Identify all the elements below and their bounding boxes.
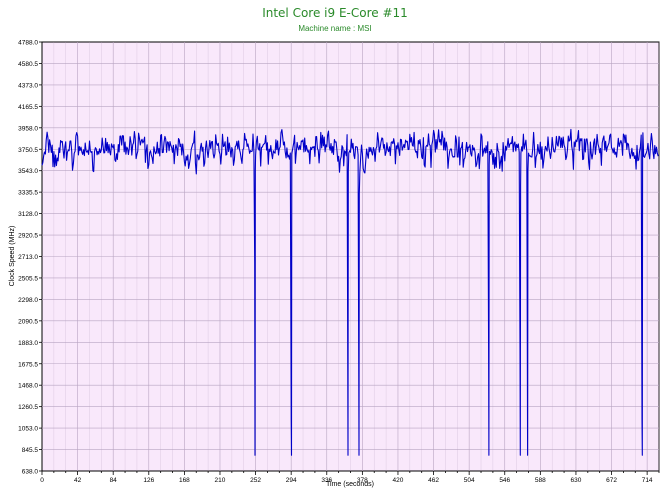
y-tick-label: 1260.5: [18, 404, 38, 411]
x-tick-label: 672: [606, 477, 617, 484]
chart-subtitle: Machine name : MSI: [298, 24, 371, 33]
y-tick-label: 1675.5: [18, 361, 38, 368]
clock-speed-series-line: [41, 128, 659, 456]
y-tick-label: 2298.0: [18, 297, 38, 304]
x-tick-label: 42: [74, 477, 82, 484]
x-tick-label: 336: [321, 477, 332, 484]
grid-lines: [42, 42, 660, 471]
x-axis-ticks: 0 42 84 126 168 210 252 294 336 378 420 462 504 546 58…: [40, 471, 660, 484]
y-tick-label: 3128.0: [18, 211, 38, 218]
x-tick-label: 630: [571, 477, 582, 484]
y-tick-label: 2920.5: [18, 233, 38, 240]
y-tick-label: 3958.0: [18, 125, 38, 132]
y-tick-label: 2090.5: [18, 318, 38, 325]
x-tick-label: 546: [499, 477, 510, 484]
y-tick-label: 3750.5: [18, 147, 38, 154]
y-tick-label: 4788.0: [18, 40, 38, 47]
x-tick-label: 126: [143, 477, 154, 484]
y-tick-label: 4165.5: [18, 104, 38, 111]
y-tick-label: 1053.0: [18, 426, 38, 433]
y-tick-label: 4580.5: [18, 61, 38, 68]
x-tick-label: 0: [40, 477, 44, 484]
y-tick-label: 1883.0: [18, 340, 38, 347]
x-tick-label: 294: [286, 477, 297, 484]
x-tick-label: 210: [215, 477, 226, 484]
y-tick-label: 3335.5: [18, 190, 38, 197]
x-tick-label: 588: [535, 477, 546, 484]
x-tick-label: 168: [179, 477, 190, 484]
y-tick-label: 638.0: [22, 469, 39, 476]
y-tick-label: 4373.0: [18, 82, 38, 89]
y-tick-label: 3543.0: [18, 168, 38, 175]
y-tick-label: 845.5: [22, 447, 39, 454]
x-tick-label: 84: [110, 477, 118, 484]
x-tick-label: 714: [642, 477, 653, 484]
y-tick-label: 2505.5: [18, 275, 38, 282]
y-axis-label: Clock Speed (MHz): [9, 226, 16, 287]
y-axis-ticks: 638.0 845.5 1053.0 1260.5 1468.0 1675.5 1883.0…: [18, 40, 42, 476]
x-tick-label: 252: [250, 477, 261, 484]
x-tick-label: 378: [357, 477, 368, 484]
x-tick-label: 462: [428, 477, 439, 484]
x-tick-label: 420: [393, 477, 404, 484]
x-axis-label: Time (seconds): [326, 481, 374, 488]
y-tick-label: 2713.0: [18, 254, 38, 261]
x-tick-label: 504: [464, 477, 475, 484]
y-tick-label: 1468.0: [18, 383, 38, 390]
chart-title: Intel Core i9 E-Core #11: [262, 6, 408, 20]
